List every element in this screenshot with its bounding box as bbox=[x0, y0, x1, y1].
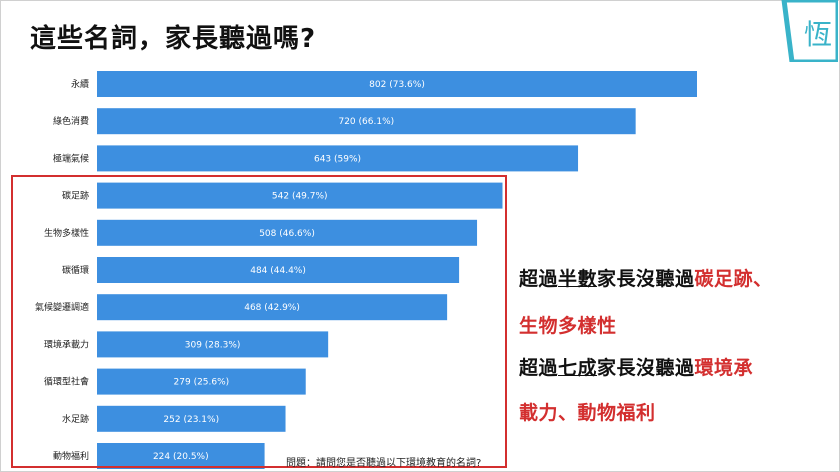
category-label: 動物福利 bbox=[53, 450, 89, 462]
callout-highlight: 碳足跡、 bbox=[694, 268, 773, 290]
callout-text: 家長沒聽過 bbox=[597, 268, 695, 290]
bar bbox=[97, 145, 579, 172]
data-label: 279 (25.6%) bbox=[174, 378, 230, 388]
category-label: 綠色消費 bbox=[53, 115, 89, 127]
bar bbox=[97, 182, 503, 209]
bar bbox=[97, 108, 636, 135]
data-label: 468 (42.9%) bbox=[244, 303, 300, 313]
callout-highlight: 生物多樣性 bbox=[519, 315, 617, 337]
callout-text: 超過 bbox=[519, 357, 559, 379]
brand-logo-icon: 恆 bbox=[781, 0, 838, 62]
category-label: 碳足跡 bbox=[62, 190, 89, 202]
data-label: 484 (44.4%) bbox=[250, 266, 306, 276]
callout-text: 超過 bbox=[519, 268, 559, 290]
callout-line-4: 載力、動物福利 bbox=[519, 398, 656, 425]
bar bbox=[97, 294, 448, 321]
callout-underlined: 七成 bbox=[558, 357, 598, 379]
data-label: 224 (20.5%) bbox=[153, 452, 209, 462]
data-label: 252 (23.1%) bbox=[163, 415, 219, 425]
bar bbox=[97, 368, 306, 395]
highlight-box bbox=[11, 175, 507, 468]
category-label: 環境承載力 bbox=[44, 338, 89, 350]
bar bbox=[97, 405, 286, 432]
svg-text:恆: 恆 bbox=[804, 18, 832, 51]
data-label: 309 (28.3%) bbox=[185, 340, 241, 350]
data-label: 802 (73.6%) bbox=[369, 80, 425, 90]
bar bbox=[97, 443, 265, 469]
bar bbox=[97, 257, 460, 283]
callout-line-3: 超過七成家長沒聽過環境承 bbox=[519, 353, 753, 380]
category-label: 碳循環 bbox=[62, 264, 89, 276]
page-title: 這些名詞，家長聽過嗎? bbox=[30, 24, 317, 54]
bar bbox=[97, 331, 329, 358]
data-label: 508 (46.6%) bbox=[259, 229, 315, 239]
category-label: 極端氣候 bbox=[53, 152, 89, 164]
category-label: 循環型社會 bbox=[44, 376, 89, 388]
category-label: 水足跡 bbox=[62, 413, 89, 425]
category-label: 永續 bbox=[71, 78, 89, 90]
callout-underlined: 半數 bbox=[558, 268, 598, 290]
bar bbox=[97, 219, 478, 246]
category-label: 生物多樣性 bbox=[44, 227, 89, 239]
callout-line-2: 生物多樣性 bbox=[519, 311, 617, 338]
survey-question: 問題：請問您是否聽過以下環境教育的名詞? bbox=[286, 458, 482, 469]
callout-text: 家長沒聽過 bbox=[597, 357, 695, 379]
bar bbox=[97, 71, 697, 97]
callout-highlight: 載力、動物福利 bbox=[519, 402, 656, 424]
callout-line-1: 超過半數家長沒聽過碳足跡、 bbox=[519, 264, 773, 291]
data-label: 542 (49.7%) bbox=[272, 192, 328, 202]
data-label: 643 (59%) bbox=[314, 154, 361, 164]
data-label: 720 (66.1%) bbox=[338, 117, 394, 127]
category-label: 氣候變遷調適 bbox=[35, 301, 89, 313]
callout-highlight: 環境承 bbox=[694, 357, 754, 379]
